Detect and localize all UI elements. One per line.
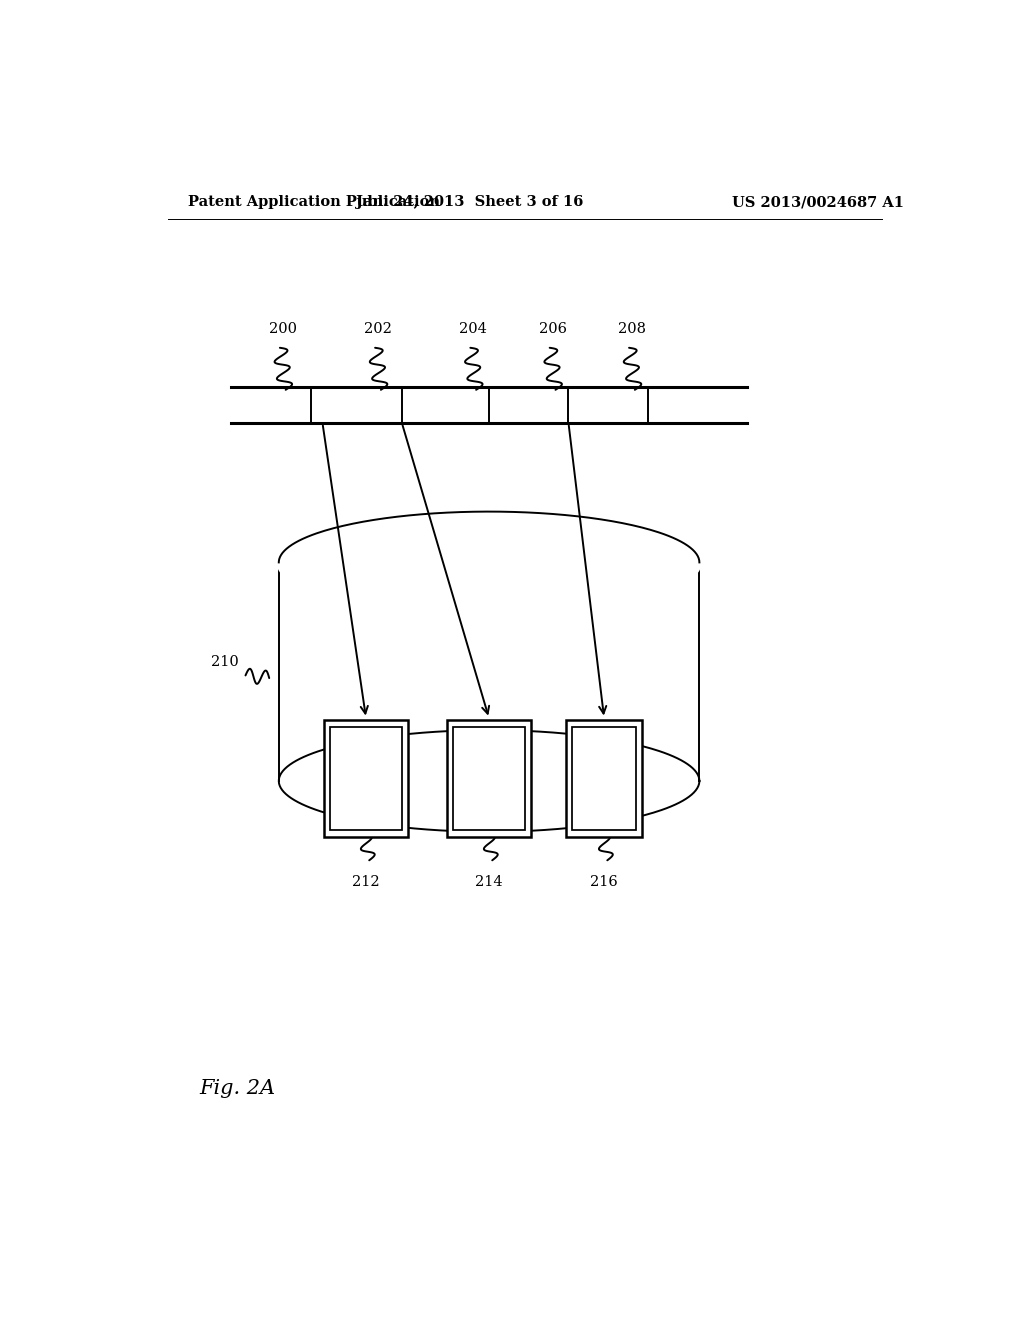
Text: 206: 206: [539, 322, 566, 337]
Text: 202: 202: [365, 322, 392, 337]
Text: 216: 216: [590, 875, 618, 888]
Text: 212: 212: [352, 875, 380, 888]
Text: 208: 208: [617, 322, 646, 337]
Polygon shape: [566, 719, 642, 837]
Polygon shape: [572, 727, 636, 830]
Text: Fig. 2A: Fig. 2A: [200, 1078, 275, 1098]
Text: 204: 204: [460, 322, 487, 337]
Text: US 2013/0024687 A1: US 2013/0024687 A1: [732, 195, 904, 209]
Text: Patent Application Publication: Patent Application Publication: [187, 195, 439, 209]
Text: 214: 214: [475, 875, 503, 888]
Polygon shape: [330, 727, 402, 830]
Text: Jan. 24, 2013  Sheet 3 of 16: Jan. 24, 2013 Sheet 3 of 16: [355, 195, 583, 209]
Text: 200: 200: [268, 322, 297, 337]
Polygon shape: [325, 719, 408, 837]
Text: 210: 210: [211, 655, 239, 669]
Polygon shape: [447, 719, 530, 837]
Polygon shape: [453, 727, 525, 830]
